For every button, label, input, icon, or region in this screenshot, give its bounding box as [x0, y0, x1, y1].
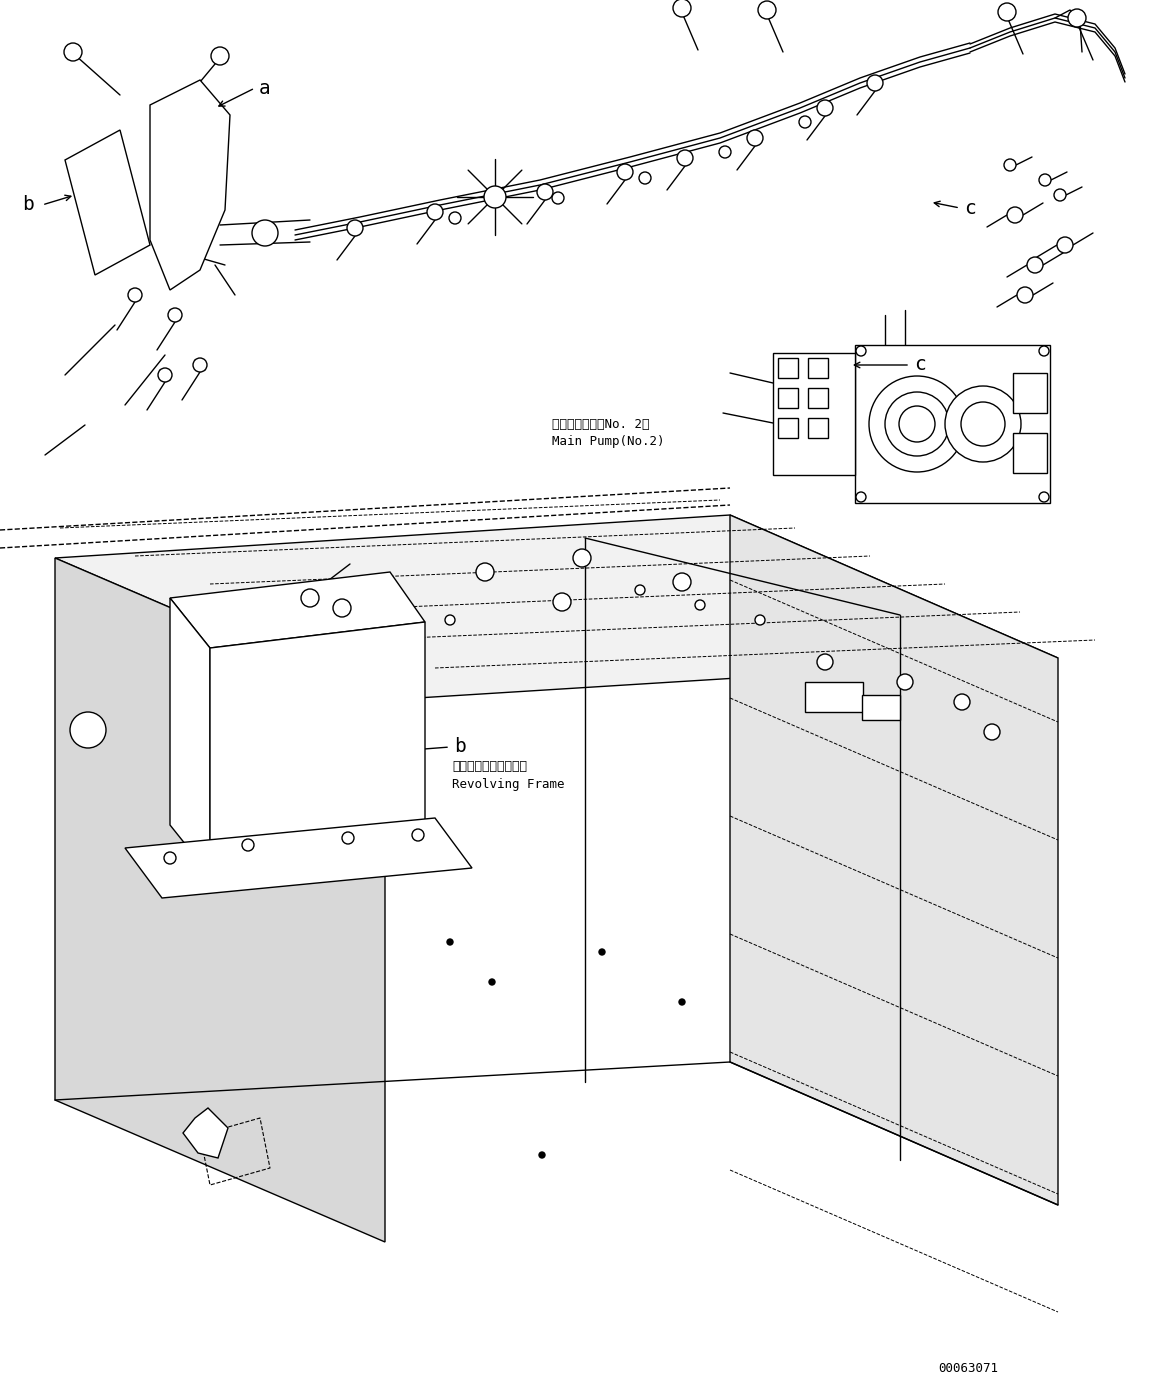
Bar [808, 357, 828, 378]
Polygon shape [170, 598, 211, 875]
Circle shape [618, 163, 633, 180]
Circle shape [816, 100, 833, 116]
Circle shape [856, 492, 866, 501]
Bar [773, 353, 855, 475]
Circle shape [128, 288, 142, 302]
Circle shape [449, 212, 461, 224]
Text: c: c [914, 356, 926, 374]
Circle shape [538, 1152, 545, 1158]
Circle shape [719, 145, 732, 158]
Text: 00063071: 00063071 [939, 1361, 998, 1375]
Polygon shape [170, 572, 424, 648]
Circle shape [758, 1, 776, 19]
Circle shape [1068, 8, 1086, 26]
Text: c: c [964, 198, 976, 217]
Circle shape [295, 634, 305, 645]
Circle shape [537, 184, 552, 199]
Circle shape [447, 939, 454, 945]
Circle shape [252, 220, 278, 247]
Circle shape [342, 832, 354, 843]
Circle shape [1027, 258, 1043, 273]
Bar [862, 695, 900, 720]
Circle shape [488, 979, 495, 985]
Bar [778, 357, 798, 378]
Circle shape [695, 600, 705, 609]
Circle shape [552, 593, 571, 611]
Circle shape [445, 615, 455, 625]
Text: b: b [454, 737, 465, 756]
Text: b: b [22, 195, 34, 215]
Circle shape [1007, 206, 1023, 223]
Circle shape [158, 368, 172, 382]
Circle shape [427, 204, 443, 220]
Circle shape [856, 346, 866, 356]
Circle shape [573, 548, 591, 566]
Circle shape [1016, 287, 1033, 303]
Circle shape [869, 375, 965, 472]
Bar [778, 418, 798, 438]
Circle shape [816, 654, 833, 670]
Circle shape [599, 949, 605, 956]
Bar [808, 418, 828, 438]
Circle shape [747, 130, 763, 145]
Circle shape [899, 406, 935, 442]
Circle shape [677, 150, 693, 166]
Circle shape [211, 47, 229, 65]
Polygon shape [55, 558, 385, 1242]
Polygon shape [124, 819, 472, 897]
Circle shape [799, 116, 811, 127]
Bar [855, 345, 1050, 503]
Circle shape [635, 584, 645, 596]
Circle shape [984, 724, 1000, 740]
Circle shape [673, 0, 691, 17]
Text: a: a [259, 79, 271, 97]
Circle shape [412, 830, 424, 841]
Circle shape [679, 999, 685, 1006]
Circle shape [866, 75, 883, 91]
Circle shape [347, 220, 363, 235]
Circle shape [954, 694, 970, 711]
Circle shape [64, 43, 83, 61]
Circle shape [1039, 346, 1049, 356]
Circle shape [167, 307, 181, 321]
Circle shape [333, 598, 351, 616]
Polygon shape [55, 515, 1058, 699]
Text: Main Pump(No.2): Main Pump(No.2) [552, 435, 664, 447]
Text: メインポンプ（No. 2）: メインポンプ（No. 2） [552, 418, 649, 431]
Text: レボルビングフレーム: レボルビングフレーム [452, 760, 527, 773]
Circle shape [164, 852, 176, 864]
Circle shape [885, 392, 949, 456]
Circle shape [998, 3, 1016, 21]
Circle shape [961, 402, 1005, 446]
Circle shape [70, 712, 106, 748]
Circle shape [484, 186, 506, 208]
Circle shape [1039, 175, 1051, 186]
Circle shape [1004, 159, 1016, 170]
Polygon shape [211, 622, 424, 875]
Text: a: a [338, 817, 351, 837]
Circle shape [301, 589, 319, 607]
Bar [1013, 373, 1047, 413]
Circle shape [1054, 188, 1066, 201]
Text: Revolving Frame: Revolving Frame [452, 778, 564, 791]
Circle shape [242, 839, 254, 850]
Circle shape [673, 573, 691, 591]
Polygon shape [730, 515, 1058, 1205]
Bar [778, 388, 798, 409]
Bar [805, 681, 863, 712]
Bar [1013, 434, 1047, 474]
Circle shape [1039, 492, 1049, 501]
Circle shape [476, 562, 494, 580]
Polygon shape [65, 130, 150, 276]
Polygon shape [150, 80, 230, 289]
Circle shape [897, 674, 913, 690]
Circle shape [193, 357, 207, 373]
Bar [808, 388, 828, 409]
Polygon shape [183, 1108, 228, 1158]
Circle shape [755, 615, 765, 625]
Circle shape [552, 193, 564, 204]
Circle shape [946, 386, 1021, 463]
Circle shape [638, 172, 651, 184]
Circle shape [1057, 237, 1073, 253]
